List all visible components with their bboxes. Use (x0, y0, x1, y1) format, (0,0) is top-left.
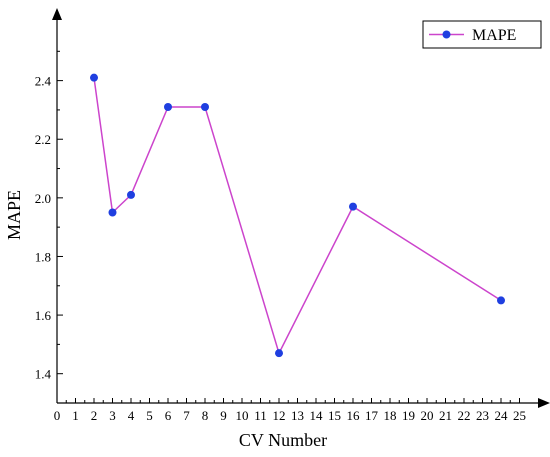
x-axis-label: CV Number (239, 430, 327, 450)
x-tick-label: 22 (458, 408, 471, 423)
x-tick-label: 23 (476, 408, 489, 423)
y-axis-ticks: 1.4 1.6 1.8 2.0 2.2 2.4 (35, 50, 63, 404)
legend-label: MAPE (472, 27, 516, 44)
y-axis-label: MAPE (4, 190, 24, 240)
x-tick-label: 17 (365, 408, 379, 423)
x-tick-label: 0 (54, 408, 61, 423)
x-tick-label: 2 (91, 408, 98, 423)
x-tick-label: 6 (165, 408, 172, 423)
x-tick-label: 4 (128, 408, 135, 423)
x-tick-label: 14 (310, 408, 324, 423)
data-point (349, 202, 357, 211)
x-tick-label: 13 (291, 408, 304, 423)
x-tick-label: 12 (273, 408, 286, 423)
legend-marker (442, 30, 451, 39)
axes (52, 8, 550, 408)
x-tick-label: 16 (347, 408, 361, 423)
data-point (164, 102, 172, 111)
x-tick-label: 1 (72, 408, 79, 423)
y-axis-arrow (52, 8, 62, 20)
x-tick-label: 19 (402, 408, 415, 423)
y-tick-label: 2.2 (35, 132, 51, 147)
y-tick-label: 1.8 (35, 249, 51, 264)
x-tick-label: 3 (109, 408, 116, 423)
data-point (497, 296, 505, 305)
x-tick-label: 25 (513, 408, 526, 423)
data-point (90, 73, 98, 82)
x-tick-label: 5 (146, 408, 153, 423)
series-layer (90, 73, 505, 358)
y-tick-label: 2.4 (35, 74, 52, 89)
x-axis-arrow (538, 398, 550, 408)
x-tick-label: 9 (220, 408, 227, 423)
data-point (108, 208, 117, 217)
y-tick-label: 1.6 (35, 308, 52, 323)
x-tick-label: 21 (439, 408, 452, 423)
x-tick-label: 10 (236, 408, 249, 423)
x-tick-label: 15 (328, 408, 341, 423)
legend: MAPE (422, 20, 542, 49)
x-tick-label: 7 (183, 408, 190, 423)
y-tick-label: 2.0 (35, 191, 51, 206)
data-point (275, 349, 283, 358)
x-tick-label: 8 (202, 408, 209, 423)
x-axis-ticks: 0 1 2 3 4 5 6 7 8 9 10 11 12 13 14 15 16 17 18 19 20 21 22 23 24… (54, 398, 526, 423)
x-tick-label: 20 (421, 408, 434, 423)
data-point (201, 102, 209, 111)
data-point (127, 190, 135, 199)
series-line (93, 77, 502, 356)
y-tick-label: 1.4 (35, 367, 52, 382)
x-tick-label: 18 (384, 408, 397, 423)
x-tick-label: 11 (254, 408, 267, 423)
x-tick-label: 24 (495, 408, 509, 423)
